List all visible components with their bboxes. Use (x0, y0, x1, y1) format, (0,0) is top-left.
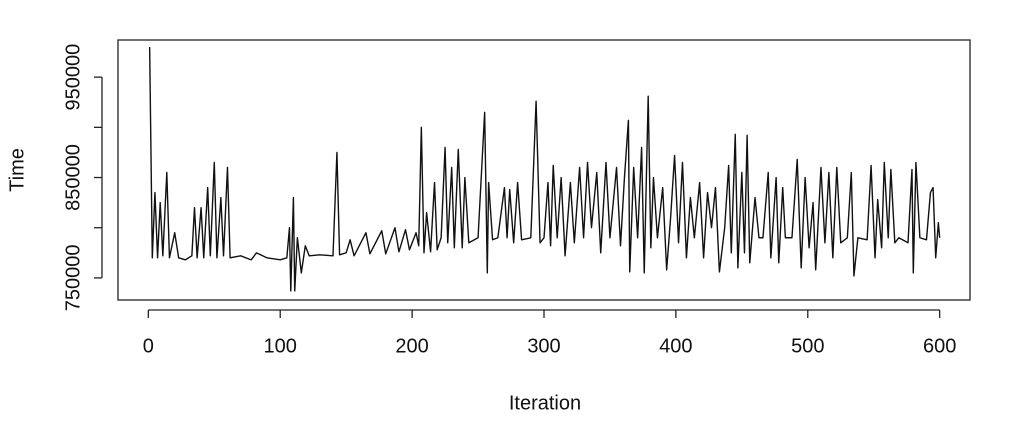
y-tick-label: 750000 (62, 245, 84, 312)
x-tick-label: 600 (923, 335, 956, 357)
y-axis-label: Time (6, 148, 28, 192)
x-tick-label: 500 (791, 335, 824, 357)
x-tick-label: 0 (143, 335, 154, 357)
y-tick-label: 850000 (62, 144, 84, 211)
x-tick-label: 300 (527, 335, 560, 357)
x-axis-label: Iteration (509, 392, 581, 414)
x-tick-label: 100 (264, 335, 297, 357)
x-tick-label: 400 (659, 335, 692, 357)
x-tick-label: 200 (395, 335, 428, 357)
y-tick-label: 950000 (62, 44, 84, 111)
plot-box (117, 39, 971, 301)
data-line (148, 47, 941, 292)
